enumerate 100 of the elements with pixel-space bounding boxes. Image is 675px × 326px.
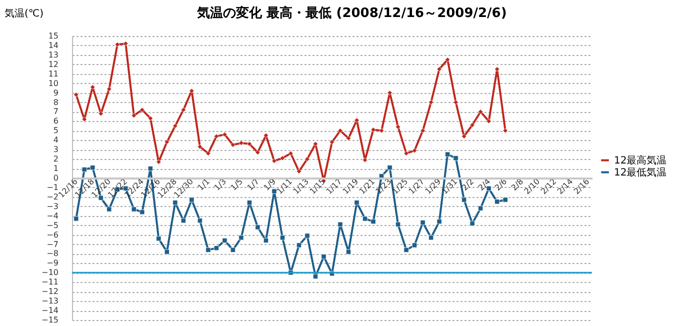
x-tick-label: 2/8 (510, 176, 526, 192)
point (338, 128, 343, 134)
point (74, 216, 79, 222)
point (445, 57, 450, 62)
point (148, 166, 153, 172)
point (206, 150, 211, 156)
point (329, 139, 335, 145)
point (404, 247, 409, 252)
y-tick-label: −1 (46, 182, 58, 192)
point (478, 206, 484, 211)
point (180, 218, 186, 224)
point (82, 166, 87, 172)
point (395, 124, 401, 130)
y-tick-label: 8 (53, 98, 58, 107)
point (395, 222, 401, 227)
point (238, 235, 244, 240)
point (436, 66, 442, 72)
point (296, 168, 302, 174)
point (222, 238, 228, 244)
point (230, 142, 236, 148)
point (420, 220, 426, 226)
point (156, 159, 162, 164)
y-tick-label: 5 (53, 126, 58, 136)
point (494, 199, 500, 204)
point (164, 249, 170, 254)
point (189, 88, 194, 94)
point (82, 116, 87, 122)
y-tick-label: 2 (53, 154, 58, 164)
y-tick-label: 9 (53, 88, 58, 98)
point (453, 156, 458, 161)
point (222, 132, 228, 137)
y-tick-label: −15 (42, 316, 58, 324)
point (312, 274, 318, 279)
y-tick-label: 14 (48, 40, 58, 50)
y-tick-label: −5 (46, 220, 58, 230)
x-tick-label: 2/2 (460, 176, 476, 192)
point (370, 219, 376, 224)
point (131, 112, 136, 118)
point (354, 118, 360, 123)
y-tick-label: 11 (48, 69, 58, 78)
point (255, 150, 260, 155)
point (140, 107, 145, 112)
point (230, 247, 236, 252)
y-tick-label: 7 (53, 107, 58, 116)
y-tick-label: 1 (53, 164, 58, 174)
y-tick-label: −3 (46, 202, 58, 211)
legend-label: 12最高気温 (614, 154, 667, 166)
point (296, 242, 302, 248)
point (412, 242, 418, 248)
point (346, 249, 352, 254)
y-tick-label: −13 (42, 296, 58, 306)
point (148, 116, 153, 121)
y-tick-label: −12 (42, 287, 58, 296)
point (214, 246, 219, 251)
point (272, 158, 277, 164)
point (246, 141, 252, 146)
y-tick-label: 12 (48, 60, 58, 69)
point (502, 128, 508, 134)
point (445, 152, 450, 157)
point (206, 247, 211, 252)
point (106, 86, 112, 92)
point (462, 197, 467, 202)
point (420, 128, 426, 134)
point (74, 92, 79, 98)
point (123, 41, 128, 46)
point (312, 141, 318, 146)
point (90, 84, 96, 90)
y-tick-label: 6 (53, 116, 58, 126)
y-axis-title: 気温(℃) (4, 8, 44, 20)
y-tick-label: 3 (53, 145, 58, 154)
y-tick-label: −7 (46, 240, 58, 249)
x-tick-label: 2/6 (493, 176, 509, 192)
point (180, 107, 186, 112)
point (255, 224, 260, 230)
point (280, 156, 286, 161)
point (387, 90, 392, 96)
y-tick-label: 13 (48, 50, 58, 60)
point (98, 111, 104, 116)
y-tick-label: 10 (48, 78, 58, 88)
y-tick-label: −4 (46, 211, 58, 220)
point (387, 165, 392, 170)
point (280, 235, 286, 240)
point (362, 157, 368, 163)
point (304, 156, 310, 162)
point (346, 136, 352, 141)
point (106, 206, 112, 212)
point (436, 219, 442, 224)
y-tick-label: −14 (42, 306, 58, 316)
point (214, 134, 219, 139)
x-tick-label: 2/4 (476, 176, 492, 192)
y-tick-label: −10 (42, 268, 58, 278)
y-tick-label: −9 (46, 258, 58, 268)
y-tick-label: 0 (53, 174, 58, 182)
y-tick-label: 15 (48, 32, 58, 40)
point (428, 235, 434, 240)
x-tick-label: 1/9 (262, 176, 278, 192)
point (156, 236, 162, 242)
point (378, 128, 384, 134)
point (114, 42, 120, 48)
point (321, 254, 326, 260)
